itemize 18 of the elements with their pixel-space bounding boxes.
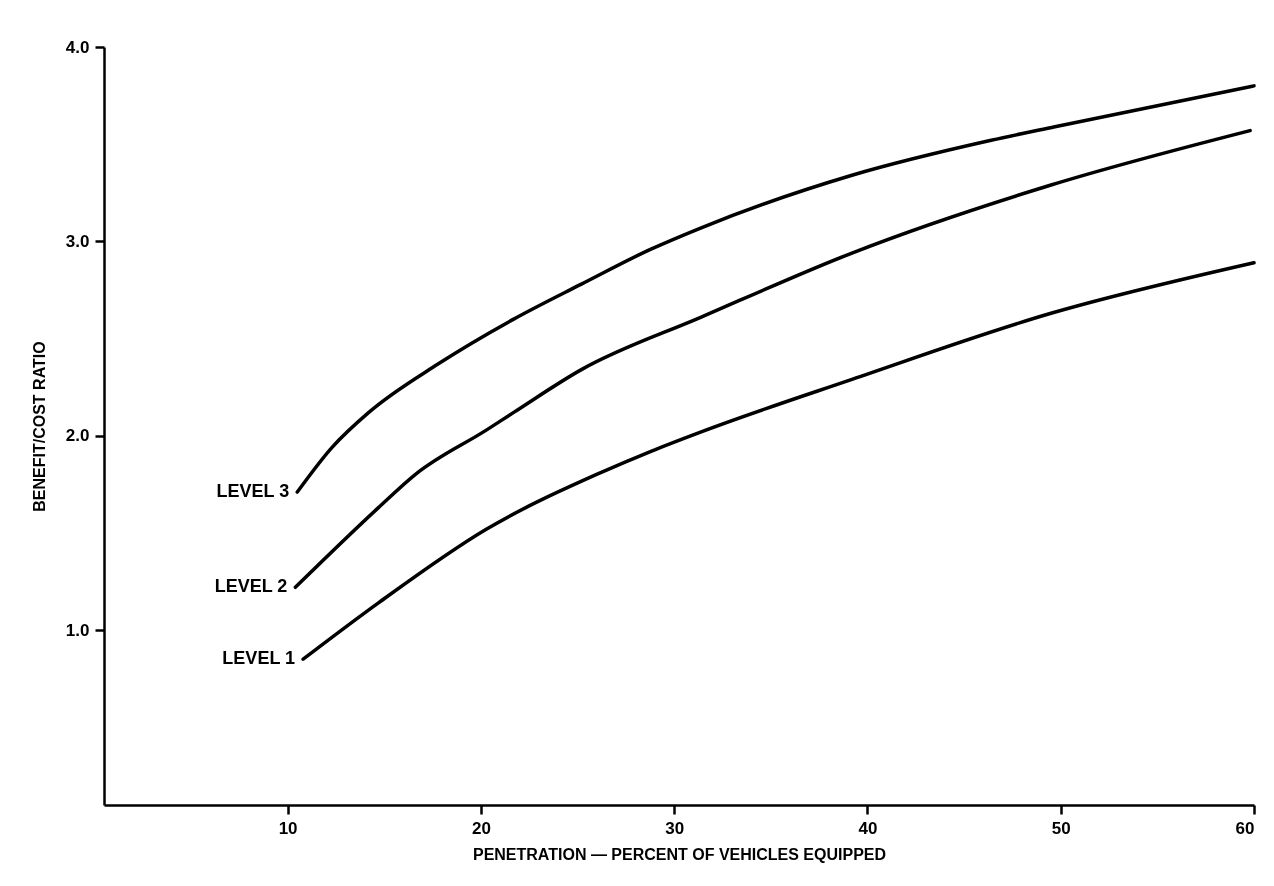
x-axis-title: PENETRATION — PERCENT OF VEHICLES EQUIPPED <box>472 845 887 863</box>
series-label: LEVEL 2 <box>214 576 288 597</box>
x-tick-label: 30 <box>665 818 685 838</box>
series-label: LEVEL 1 <box>222 648 296 669</box>
line-series <box>301 260 1256 661</box>
y-tick-label: 2.0 <box>65 426 90 446</box>
y-tick-label: 1.0 <box>65 620 90 640</box>
x-tick-label: 10 <box>278 818 298 838</box>
x-tick-label: 50 <box>1051 818 1071 838</box>
y-tick-label: 3.0 <box>65 231 90 251</box>
x-tick-label: 20 <box>471 818 491 838</box>
x-tick-label: 40 <box>858 818 878 838</box>
line-series <box>293 128 1252 590</box>
series-label: LEVEL 3 <box>216 481 290 502</box>
x-tick-label: 60 <box>1235 818 1255 838</box>
line-series <box>295 84 1256 494</box>
y-axis-title: BENEFIT/COST RATIO <box>30 341 48 512</box>
y-tick-label: 4.0 <box>65 37 90 57</box>
